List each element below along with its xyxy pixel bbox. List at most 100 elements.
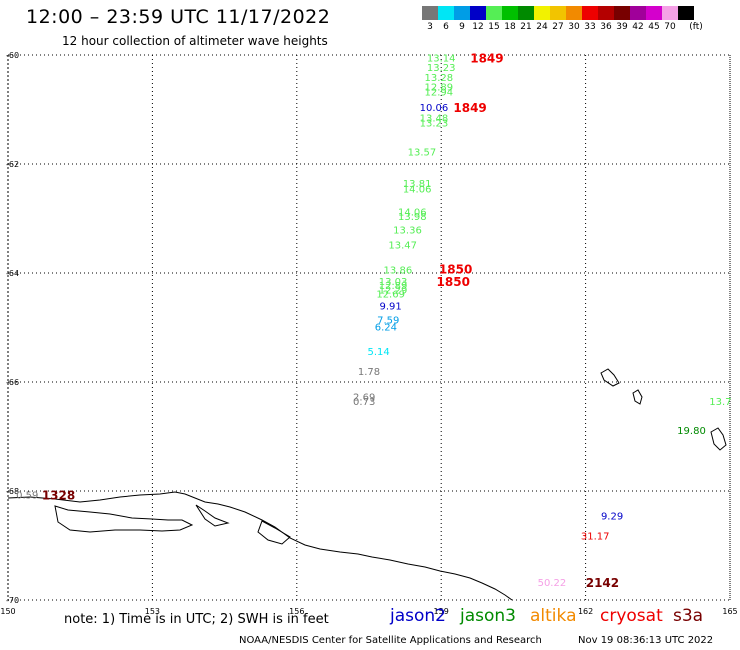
wave-height-value: 13.28 (424, 73, 453, 84)
legend-label: 12 (472, 22, 484, 32)
mainland-coast (7, 491, 513, 601)
wave-height-observations: 13.1413.2313.2812.8912.9410.0613.4813.23… (16, 54, 731, 589)
legend-swatch (566, 6, 582, 20)
legend-label: 27 (552, 22, 564, 32)
antarctic-coastline (7, 368, 727, 601)
legend-label: 15 (488, 22, 500, 32)
wave-height-value: 14.06 (398, 207, 427, 218)
footer-note: note: 1) Time is in UTC; 2) SWH is in fe… (64, 612, 329, 627)
legend-label: 33 (584, 22, 596, 32)
pass-time-label: 1849 (453, 101, 486, 115)
wave-height-value: 31.17 (581, 532, 610, 543)
generated-timestamp: Nov 19 08:36:13 UTC 2022 (578, 635, 714, 646)
coast-loop (257, 520, 291, 545)
legend-swatch (454, 6, 470, 20)
legend-label: 70 (664, 22, 676, 32)
pass-time-label: 1328 (42, 488, 75, 502)
legend-swatch (518, 6, 534, 20)
wave-height-value: 13.7 (709, 397, 731, 408)
legend-label: 9 (459, 22, 465, 32)
wave-height-value: 13.48 (420, 114, 449, 125)
wave-height-value: 13.23 (420, 119, 449, 130)
wave-height-value: 0.73 (353, 397, 375, 408)
wave-height-value: 12.29 (379, 285, 408, 296)
latitude-label: -68 (6, 487, 19, 496)
legend-label: 3 (427, 22, 433, 32)
legend-swatch (614, 6, 630, 20)
wave-height-value: 7.59 (377, 315, 399, 326)
wave-height-value: 12.94 (424, 88, 453, 99)
satellite-label-altika: altika (530, 606, 577, 626)
wave-height-value: 1.78 (358, 367, 380, 378)
satellite-label-s3a: s3a (673, 606, 704, 626)
map-subtitle: 12 hour collection of altimeter wave hei… (62, 34, 328, 48)
longitude-label: 156 (289, 607, 304, 616)
legend-label: 39 (616, 22, 628, 32)
inlet-outline (195, 504, 230, 527)
latitude-label: -62 (6, 160, 19, 169)
island-outline-2 (632, 389, 643, 405)
wave-height-value: 6.24 (375, 322, 397, 333)
wave-height-value: 50.22 (538, 578, 567, 589)
legend-swatch (502, 6, 518, 20)
wave-height-value: 13.36 (393, 225, 422, 236)
pass-time-label: 1849 (470, 52, 503, 66)
wave-height-value: 13.47 (388, 241, 417, 252)
legend-label: 42 (632, 22, 644, 32)
wave-height-value: 13.98 (398, 212, 427, 223)
wave-height-value: 13.57 (408, 147, 437, 158)
longitude-label: 162 (578, 607, 593, 616)
legend-label: 30 (568, 22, 580, 32)
latitude-label: -66 (6, 378, 19, 387)
wave-height-value: 12.89 (424, 83, 453, 94)
legend-label: 24 (536, 22, 548, 32)
legend-swatch (598, 6, 614, 20)
legend-swatch (630, 6, 646, 20)
legend-label: 21 (520, 22, 532, 32)
legend-swatch (678, 6, 694, 20)
wave-height-value: 13.23 (427, 63, 456, 74)
satellite-label-jason2: jason2 (390, 606, 446, 626)
wave-height-value: 9.29 (601, 512, 623, 523)
wave-height-value: 13.86 (384, 266, 413, 277)
legend-swatch (646, 6, 662, 20)
wave-height-value: 13.03 (379, 277, 408, 288)
satellite-label-jason3: jason3 (460, 606, 516, 626)
legend-label: 45 (648, 22, 660, 32)
legend-swatch (470, 6, 486, 20)
legend-swatch (550, 6, 566, 20)
wave-height-value: 14.06 (403, 185, 432, 196)
wave-height-value: 2.69 (353, 393, 375, 404)
latitude-label: -64 (6, 269, 19, 278)
legend-swatch (422, 6, 438, 20)
legend-label: 6 (443, 22, 449, 32)
longitude-label: 153 (145, 607, 160, 616)
map-title: 12:00 – 23:59 UTC 11/17/2022 (26, 6, 331, 28)
ice-shelf-outline (54, 505, 194, 533)
wave-height-value: 0.59 (16, 490, 38, 501)
map-frame (7, 54, 731, 601)
island-outline-1 (600, 368, 620, 387)
wave-height-value: 9.91 (380, 302, 402, 313)
pass-time-label: 1850 (437, 275, 470, 289)
legend-swatch (486, 6, 502, 20)
wave-height-value: 12.69 (376, 290, 405, 301)
wave-height-value: 13.14 (427, 54, 456, 65)
wave-height-value: 10.06 (420, 103, 449, 114)
legend-label: 36 (600, 22, 612, 32)
island-outline-3 (710, 427, 727, 451)
wave-height-value: 5.14 (367, 347, 389, 358)
wave-height-value: 13.81 (403, 179, 432, 190)
credit-line: NOAA/NESDIS Center for Satellite Applica… (239, 635, 542, 646)
satellite-label-cryosat: cryosat (600, 606, 663, 626)
legend-swatch (662, 6, 678, 20)
wave-height-value: 12.89 (379, 281, 408, 292)
longitude-label: 165 (722, 607, 737, 616)
legend-swatch (438, 6, 454, 20)
legend-unit: (ft) (689, 22, 703, 32)
longitude-label: 150 (0, 607, 15, 616)
legend-swatch (582, 6, 598, 20)
